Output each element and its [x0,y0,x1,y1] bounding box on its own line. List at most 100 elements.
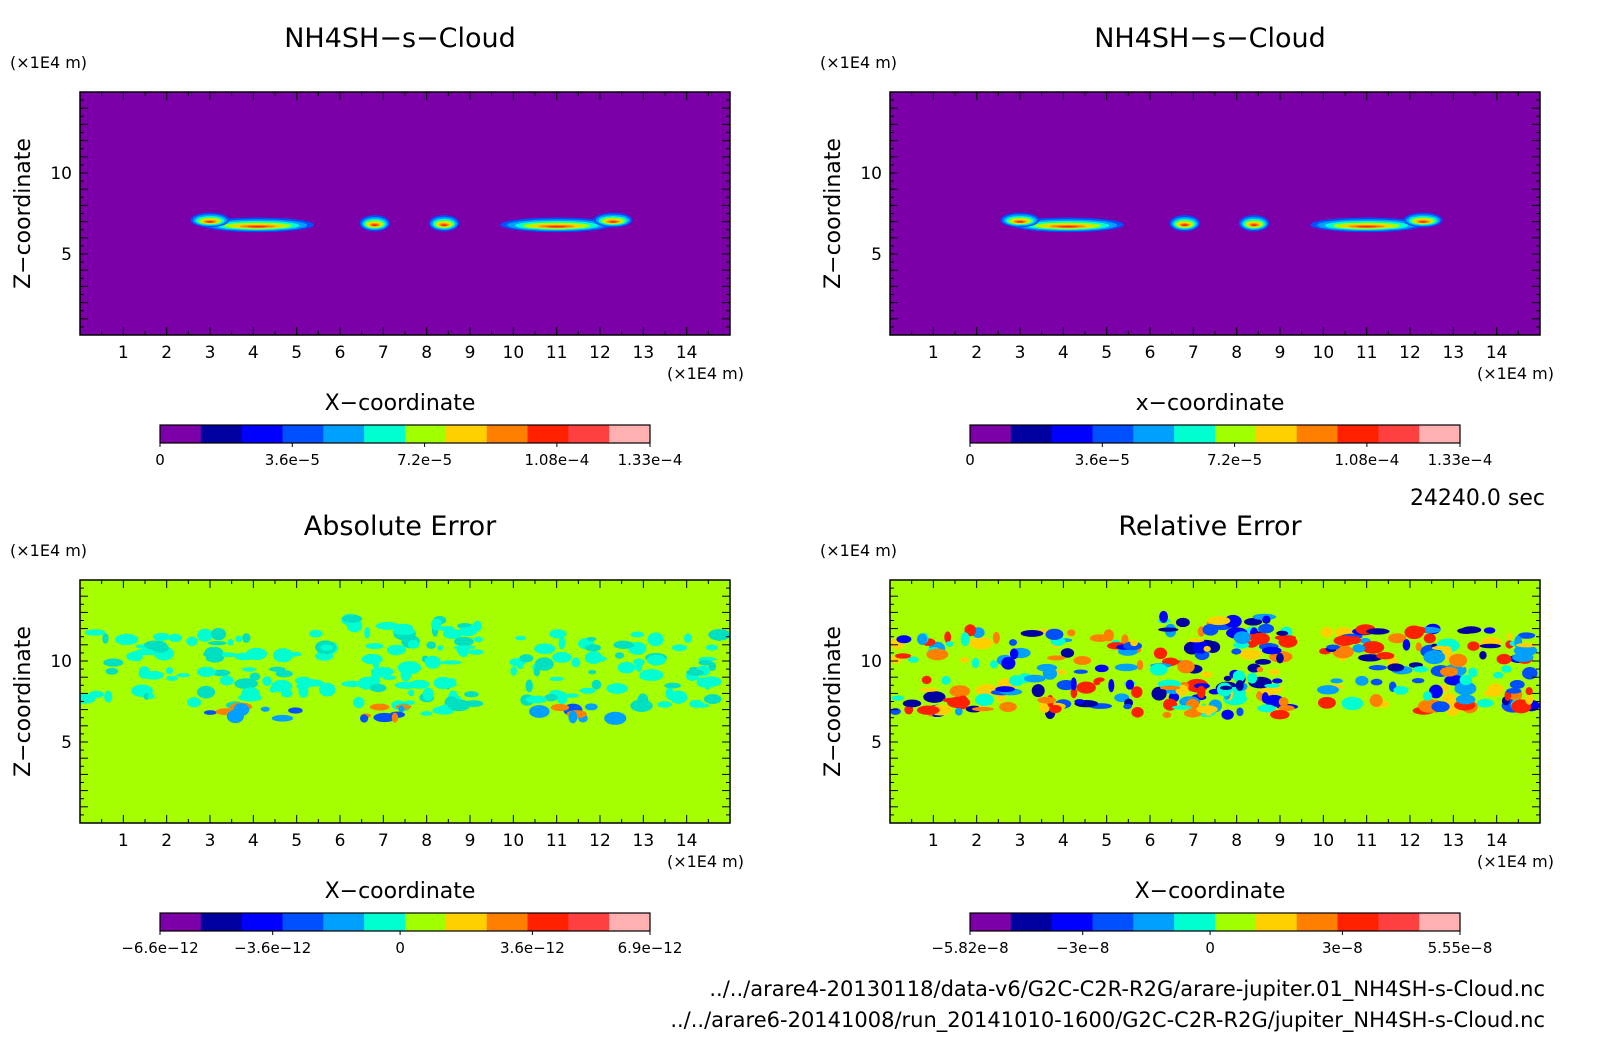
error-contour [990,660,998,669]
cloud-contour [1057,226,1078,228]
colorbar-swatch [970,913,1012,931]
x-tick-label: 1 [928,831,939,851]
error-contour [617,661,636,674]
chart-title: Relative Error [1118,511,1302,542]
colorbar-tick-label: 3e−8 [1322,939,1363,957]
error-contour [1525,695,1534,705]
error-contour [1366,628,1390,635]
error-contour [1233,631,1251,645]
error-contour [1422,691,1432,701]
y-unit-label: (×1E4 m) [820,541,897,560]
error-contour [468,649,484,655]
error-contour [960,632,970,647]
y-tick-label: 10 [50,652,72,672]
error-contour [1479,651,1487,660]
colorbar-swatch [1378,425,1420,443]
colorbar-swatch [1296,913,1338,931]
error-contour [424,655,441,669]
error-contour [550,703,569,712]
file-path-1: ../../arare4-20130118/data-v6/G2C-C2R-R2… [709,977,1545,1002]
error-contour [1172,705,1192,710]
colorbar-tick-label: 7.2e−5 [1207,451,1262,469]
error-contour [197,628,213,642]
error-contour [341,614,363,623]
x-tick-label: 6 [1145,831,1156,851]
chart-panel-4: Relative Error(×1E4 m)1 2 3 4 5 6 7 8 9 10 11 12 13 1… [820,511,1554,957]
error-contour [103,658,124,667]
error-contour [437,645,444,651]
x-tick-label: 2 [971,343,982,363]
x-tick-label: 8 [1231,343,1242,363]
error-contour [1037,696,1057,704]
colorbar-swatch [1051,425,1093,443]
error-contour [1278,697,1289,707]
error-contour [1457,627,1475,634]
error-contour [1070,687,1078,699]
error-contour [705,644,718,651]
error-contour [1415,642,1422,652]
error-contour [891,695,905,701]
error-contour [168,633,183,643]
error-contour [235,635,243,643]
error-contour [422,687,434,701]
colorbar: 0 3.6e−5 7.2e−5 1.08e−4 1.33e−4 [965,424,1492,469]
x-tick-label: 10 [1313,831,1335,851]
error-contour [579,687,596,694]
error-contour [166,675,179,681]
chart-panel-2: NH4SH−s−Cloud(×1E4 m)1 2 3 4 5 6 7 8 9 10 11 12 13 14… [820,23,1554,469]
colorbar-swatch [323,913,365,931]
error-contour [1239,649,1262,660]
error-contour [1250,632,1270,645]
x-axis-label: X−coordinate [325,879,476,904]
error-contour [80,693,96,704]
x-tick-label: 9 [465,831,476,851]
colorbar-swatch [1010,913,1053,931]
error-contour [633,645,645,652]
x-tick-label: 8 [421,831,432,851]
error-contour [1188,638,1205,643]
error-contour [361,653,383,665]
error-contour [1130,639,1138,647]
error-contour [1049,704,1062,714]
x-tick-label: 4 [1058,343,1069,363]
error-contour [203,650,215,658]
colorbar-swatch [527,913,569,931]
error-contour [564,693,579,698]
error-contour [1476,699,1494,708]
error-contour [1431,701,1450,713]
error-contour [657,701,672,708]
colorbar-swatch [405,913,447,931]
error-contour [394,681,418,689]
colorbar-swatch [1255,425,1298,443]
error-contour [689,699,704,708]
cloud-contour [206,221,214,223]
error-contour [1114,663,1138,672]
y-tick-label: 5 [871,733,882,753]
error-contour [464,691,479,698]
x-axis-label: X−coordinate [325,391,476,416]
error-contour [1153,647,1168,660]
colorbar-swatch [200,425,243,443]
error-contour [1404,625,1424,640]
error-contour [614,652,625,659]
error-contour [896,635,912,644]
error-contour [260,706,270,712]
x-tick-label: 6 [1145,343,1156,363]
colorbar-tick-label: 5.55e−8 [1428,939,1493,957]
error-contour [1073,655,1092,666]
error-contour [1467,641,1480,651]
y-axis-label: Z−coordinate [11,138,36,289]
error-contour [1483,627,1496,634]
colorbar-swatch [568,913,610,931]
error-contour [1278,636,1298,648]
error-contour [647,632,664,647]
error-contour [391,712,399,723]
error-contour [212,669,231,677]
error-contour [1047,655,1066,661]
error-contour [890,707,901,715]
error-contour [534,657,554,671]
error-contour [1370,678,1383,686]
error-contour [1368,664,1387,671]
error-contour [1376,651,1395,660]
error-contour [1501,665,1512,673]
